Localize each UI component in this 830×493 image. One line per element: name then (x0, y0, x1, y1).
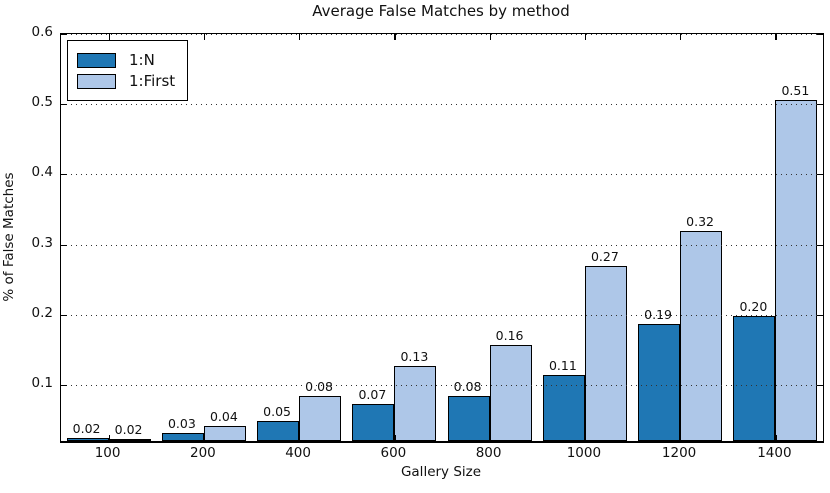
bar-1n-1200 (638, 323, 681, 441)
y-tick-mark-left (61, 34, 67, 36)
bar-1n-100 (66, 438, 109, 441)
legend-swatch-1n (77, 52, 116, 68)
bar-value-label: 0.13 (400, 348, 429, 364)
y-tick-mark-left (61, 314, 67, 316)
gridline-y (61, 314, 823, 316)
bar-value-label: 0.02 (72, 421, 101, 437)
y-tick-mark-right (817, 104, 823, 106)
bar-value-label: 0.16 (495, 327, 524, 343)
x-tick-label: 200 (190, 445, 216, 461)
y-tick-mark-left (61, 244, 67, 246)
plot-area (60, 33, 824, 443)
gridline-y (61, 174, 823, 176)
bar-1n-1000 (542, 375, 585, 441)
bar-value-label: 0.32 (686, 214, 715, 230)
x-tick-mark-top (489, 34, 491, 40)
bar-1n-800 (447, 396, 490, 441)
x-tick-mark-top (108, 34, 110, 40)
y-tick-label: 0.2 (31, 304, 53, 321)
chart-title: Average False Matches by method (312, 2, 570, 20)
x-tick-label: 600 (380, 445, 407, 461)
bar-1first-600 (394, 365, 437, 441)
legend-item-1n: 1:N (77, 51, 175, 69)
bar-value-label: 0.04 (209, 408, 238, 424)
x-axis-label: Gallery Size (400, 464, 482, 480)
y-tick-mark-right (817, 34, 823, 36)
bar-1n-200 (161, 432, 204, 441)
bar-value-label: 0.19 (644, 306, 673, 322)
x-tick-label: 800 (475, 445, 502, 461)
y-tick-mark-left (61, 104, 67, 106)
bar-1first-1400 (775, 100, 818, 441)
bar-1first-1200 (680, 231, 723, 441)
x-tick-mark-bottom (203, 435, 206, 441)
y-tick-mark-right (817, 384, 823, 387)
bar-value-label: 0.05 (263, 403, 292, 419)
bar-value-label: 0.03 (167, 415, 196, 431)
x-tick-label: 1200 (661, 445, 697, 461)
bar-1first-200 (203, 425, 246, 441)
bar-1n-1400 (733, 316, 776, 441)
x-tick-label: 100 (94, 445, 121, 461)
x-tick-mark-top (299, 34, 301, 40)
bar-value-label: 0.08 (305, 379, 334, 395)
legend: 1:N 1:First (67, 40, 189, 101)
y-tick-mark-left (61, 384, 67, 387)
legend-swatch-1first (77, 73, 116, 89)
x-tick-label: 1400 (757, 445, 792, 461)
legend-label-1n: 1:N (129, 51, 155, 69)
y-tick-label: 0.3 (31, 234, 53, 251)
y-tick-label: 0.5 (31, 94, 53, 111)
bar-1first-800 (489, 344, 532, 441)
bar-value-label: 0.07 (358, 386, 387, 402)
x-tick-mark-top (394, 34, 396, 40)
gridline-y (61, 244, 823, 246)
bar-1first-1000 (584, 266, 627, 441)
bar-1n-400 (257, 420, 300, 441)
x-tick-mark-bottom (299, 435, 301, 441)
x-tick-mark-bottom (394, 435, 396, 441)
bar-value-label: 0.20 (739, 299, 768, 315)
x-tick-mark-top (680, 34, 682, 40)
y-tick-mark-right (817, 314, 823, 316)
bar-value-label: 0.51 (781, 83, 810, 98)
bar-1first-400 (299, 396, 342, 441)
x-tick-mark-top (584, 34, 587, 40)
x-tick-mark-top (203, 34, 206, 40)
gridline-y (61, 104, 823, 106)
bar-value-label: 0.08 (453, 379, 482, 395)
gridline-y (61, 384, 823, 386)
x-tick-mark-bottom (775, 435, 777, 441)
bar-value-label: 0.02 (114, 421, 143, 437)
x-tick-mark-bottom (584, 435, 587, 441)
x-tick-mark-bottom (489, 435, 491, 441)
x-tick-mark-bottom (108, 435, 110, 441)
y-tick-mark-left (61, 174, 67, 176)
y-tick-label: 0.1 (31, 374, 53, 391)
bar-1first-100 (108, 438, 151, 441)
bar-1n-600 (352, 403, 395, 441)
y-tick-label: 0.6 (31, 24, 53, 40)
bar-value-label: 0.27 (590, 249, 619, 265)
y-tick-mark-right (817, 244, 823, 246)
x-tick-label: 1000 (566, 445, 602, 461)
gridline-y (61, 34, 823, 35)
x-tick-label: 400 (285, 445, 311, 461)
y-tick-label: 0.4 (31, 164, 53, 181)
legend-label-1first: 1:First (129, 72, 176, 90)
bar-value-label: 0.11 (548, 358, 577, 373)
x-tick-mark-bottom (680, 435, 682, 441)
y-tick-mark-right (817, 174, 823, 176)
legend-item-1first: 1:First (77, 72, 175, 90)
x-tick-mark-top (775, 34, 777, 40)
